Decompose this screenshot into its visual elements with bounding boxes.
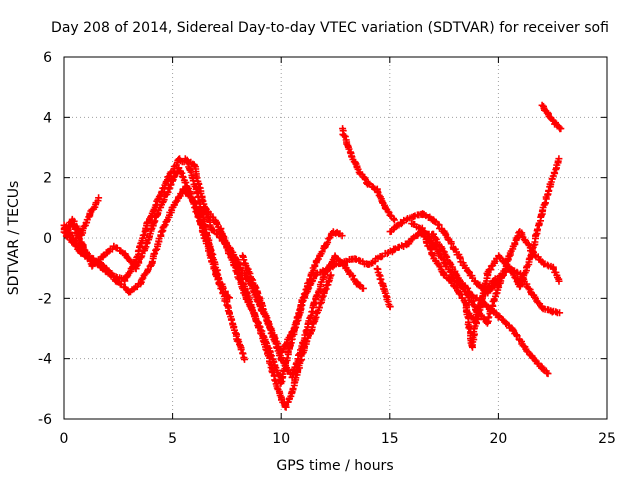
y-axis-label: SDTVAR / TECUs: [6, 181, 22, 296]
y-tick-label: -2: [38, 291, 52, 307]
x-tick-label: 0: [60, 431, 69, 447]
x-tick-label: 15: [381, 431, 399, 447]
series-markers: [462, 155, 563, 327]
series-markers: [60, 194, 103, 239]
x-tick-label: 25: [598, 431, 616, 447]
chart-title: Day 208 of 2014, Sidereal Day-to-day VTE…: [51, 20, 609, 36]
x-axis-label: GPS time / hours: [276, 458, 393, 474]
series-markers: [538, 101, 565, 133]
y-tick-label: 6: [43, 50, 52, 66]
x-tick-label: 10: [272, 431, 290, 447]
y-tick-label: -6: [38, 412, 52, 428]
y-tick-label: 4: [43, 110, 52, 126]
x-tick-label: 5: [168, 431, 177, 447]
series-track-4: [60, 194, 103, 239]
y-tick-label: -4: [38, 352, 52, 368]
x-tick-label: 20: [489, 431, 507, 447]
series-track-8: [239, 228, 552, 378]
series-markers: [408, 220, 563, 327]
series-track-3: [60, 164, 233, 302]
y-tick-label: 0: [43, 231, 52, 247]
axis-ticks: 0 5 10 15 20 25 -6 -4 -2 0 2 4 6: [38, 50, 616, 447]
y-tick-label: 2: [43, 171, 52, 187]
series-markers: [60, 164, 233, 302]
series-track-9: [339, 125, 398, 224]
series-markers: [239, 228, 552, 378]
data-series: [60, 101, 565, 411]
series-track-10: [373, 265, 394, 311]
series-track-15: [538, 101, 565, 133]
series-markers: [373, 265, 394, 311]
series-track-14: [462, 155, 563, 327]
series-markers: [339, 125, 398, 224]
series-track-12: [408, 220, 563, 327]
